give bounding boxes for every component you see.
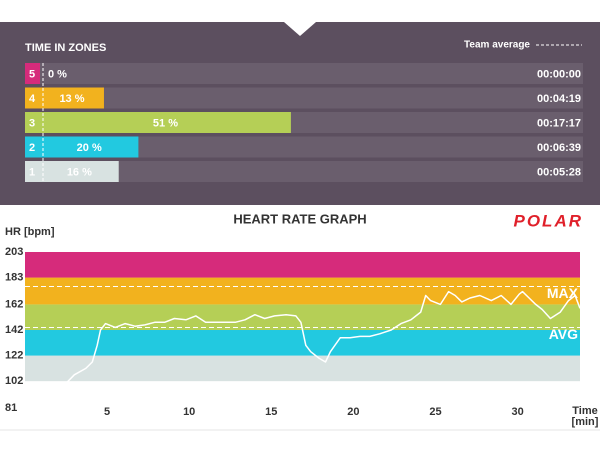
hr-line (44, 290, 581, 399)
x-axis-label: Time (572, 405, 597, 417)
y-tick-label: 122 (5, 349, 23, 361)
zone-band (25, 252, 580, 278)
zone-number: 5 (29, 68, 35, 80)
zone-number: 1 (29, 166, 35, 178)
zone-band (25, 330, 580, 356)
zone-number: 3 (29, 117, 35, 129)
x-tick-label: 15 (265, 406, 277, 418)
y-tick-label: 142 (5, 324, 23, 336)
zone-percent: 20 % (77, 142, 102, 154)
x-axis-unit: [min] (572, 416, 599, 428)
zone-bar (25, 161, 119, 182)
zone-time: 00:04:19 (537, 93, 581, 105)
x-tick-label: 30 (511, 406, 523, 418)
zone-band (25, 304, 580, 330)
zone-time: 00:05:28 (537, 166, 581, 178)
zone-row (25, 63, 583, 84)
zone-percent: 13 % (59, 93, 84, 105)
y-tick-label: 102 (5, 375, 23, 387)
zone-band (25, 355, 580, 382)
zone-row (25, 87, 583, 109)
graph-title: HEART RATE GRAPH (233, 211, 366, 226)
zone-percent: 0 % (48, 68, 67, 80)
team-average-label: Team average (464, 40, 530, 51)
y-tick-label: 203 (5, 246, 23, 258)
zone-number: 4 (29, 93, 36, 105)
zone-percent: 51 % (153, 117, 178, 129)
x-tick-label: 20 (347, 406, 359, 418)
zone-row (25, 136, 583, 158)
zone-time: 00:06:39 (537, 142, 581, 154)
zone-percent: 16 % (67, 166, 92, 178)
zone-time: 00:17:17 (537, 117, 581, 129)
zone-number: 2 (29, 142, 35, 154)
x-tick-label: 10 (183, 406, 195, 418)
reference-label: AVG (549, 326, 578, 342)
zones-title: TIME IN ZONES (25, 42, 106, 54)
y-tick-label: 81 (5, 402, 17, 414)
y-tick-label: 183 (5, 271, 23, 283)
zone-bar (25, 136, 139, 158)
y-tick-label: 162 (5, 298, 23, 310)
y-axis-label: HR [bpm] (5, 226, 55, 238)
logo: POLAR (514, 211, 584, 230)
zone-band (25, 277, 580, 305)
zone-bar (25, 112, 291, 133)
zone-row (25, 161, 583, 182)
reference-label: MAX (547, 285, 579, 301)
zone-bar (25, 87, 104, 109)
zone-bar (25, 63, 40, 84)
x-tick-label: 25 (429, 406, 441, 418)
zone-time: 00:00:00 (537, 68, 581, 80)
x-tick-label: 5 (104, 406, 110, 418)
panel-notch (284, 22, 316, 36)
